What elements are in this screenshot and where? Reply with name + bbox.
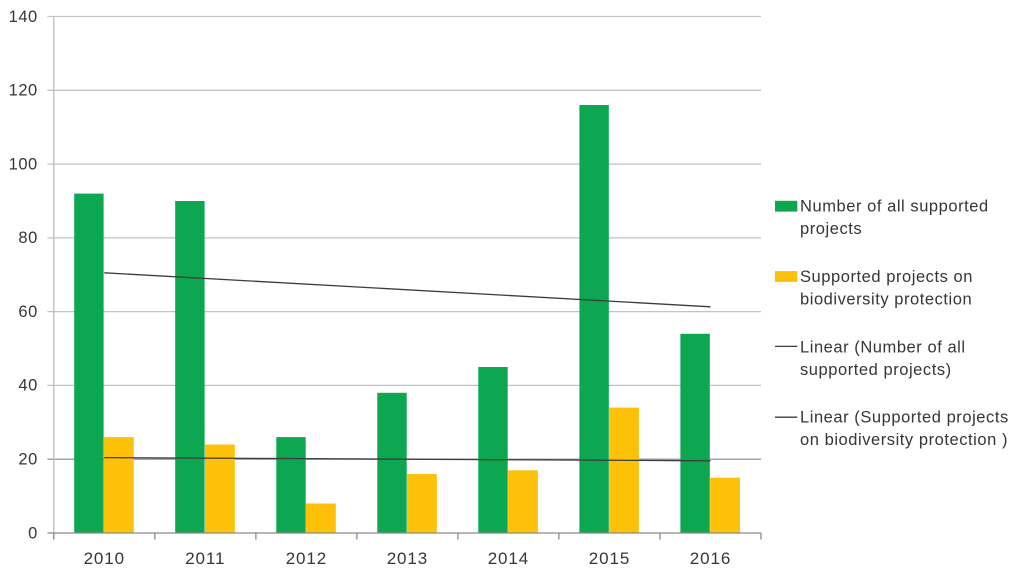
svg-text:120: 120 <box>9 82 38 100</box>
svg-text:2013: 2013 <box>387 549 428 568</box>
svg-text:Linear (Supported projects: Linear (Supported projects <box>800 409 1009 427</box>
svg-text:20: 20 <box>18 451 37 469</box>
svg-text:biodiversity protection: biodiversity protection <box>800 290 972 308</box>
svg-text:60: 60 <box>18 303 37 321</box>
svg-text:100: 100 <box>9 155 38 173</box>
svg-text:on biodiversity protection ): on biodiversity protection ) <box>800 431 1008 449</box>
svg-text:2010: 2010 <box>84 549 125 568</box>
svg-text:supported projects): supported projects) <box>800 361 952 379</box>
svg-text:80: 80 <box>18 229 37 247</box>
svg-text:140: 140 <box>9 8 38 26</box>
svg-text:0: 0 <box>28 524 38 542</box>
svg-text:2012: 2012 <box>286 549 327 568</box>
svg-text:2016: 2016 <box>690 549 731 568</box>
svg-text:Number of all supported: Number of all supported <box>800 198 989 216</box>
svg-text:2011: 2011 <box>185 549 225 568</box>
svg-text:Linear (Number of all: Linear (Number of all <box>800 338 966 356</box>
svg-text:projects: projects <box>800 220 862 238</box>
svg-text:Supported projects on: Supported projects on <box>800 268 973 286</box>
svg-text:2015: 2015 <box>589 549 630 568</box>
svg-text:40: 40 <box>18 377 37 395</box>
svg-text:2014: 2014 <box>488 549 529 568</box>
